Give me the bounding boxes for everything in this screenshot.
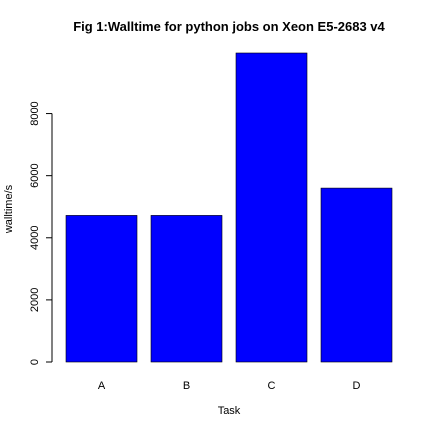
bars-group bbox=[65, 52, 393, 363]
bar-B bbox=[150, 215, 223, 363]
x-tick-label-D: D bbox=[353, 380, 361, 392]
bar-A bbox=[65, 215, 138, 363]
x-tick-label-A: A bbox=[98, 380, 106, 392]
y-tick-label: 0 bbox=[29, 359, 41, 365]
chart-title: Fig 1:Walltime for python jobs on Xeon E… bbox=[73, 19, 385, 34]
y-tick-label: 4000 bbox=[29, 226, 41, 250]
bar-D bbox=[320, 187, 393, 363]
y-tick-label: 2000 bbox=[29, 288, 41, 312]
y-tick-label: 8000 bbox=[29, 101, 41, 125]
x-tick-label-C: C bbox=[268, 380, 276, 392]
x-axis-label: Task bbox=[218, 405, 241, 417]
y-axis: 0 2000 4000 6000 8000 bbox=[29, 101, 53, 365]
bar-C bbox=[235, 52, 308, 363]
x-tick-label-B: B bbox=[183, 380, 190, 392]
x-tick-labels: A B C D bbox=[98, 380, 361, 392]
y-tick-label: 6000 bbox=[29, 163, 41, 187]
y-axis-label: walltime/s bbox=[3, 184, 15, 234]
